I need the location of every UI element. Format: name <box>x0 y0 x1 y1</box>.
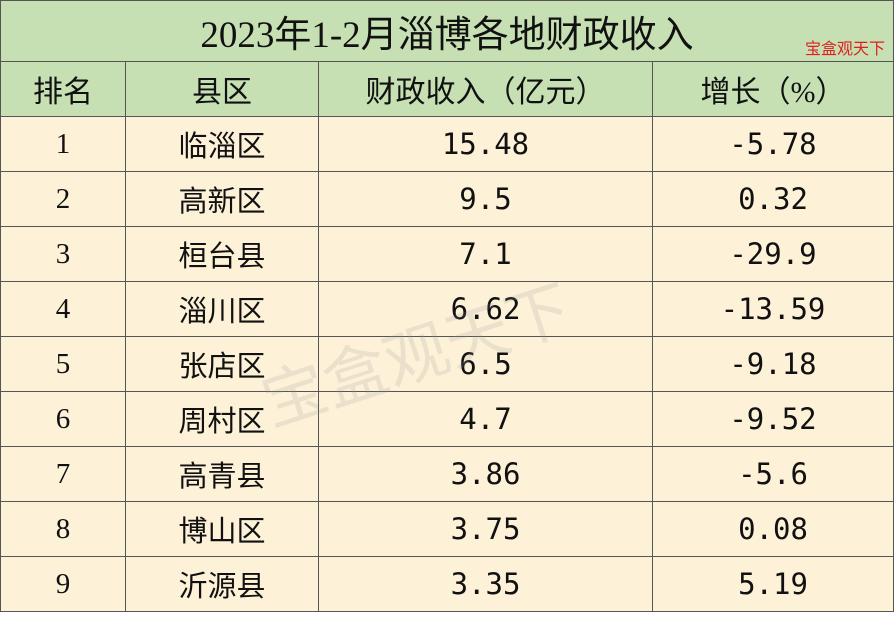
table-row: 5 张店区 6.5 -9.18 <box>0 336 894 392</box>
title: 2023年1-2月淄博各地财政收入 <box>200 15 694 56</box>
table-cell: 周村区 <box>125 391 319 447</box>
title-row: 2023年1-2月淄博各地财政收入 宝盒观天下 <box>0 0 894 62</box>
title-cell: 2023年1-2月淄博各地财政收入 宝盒观天下 <box>0 0 894 62</box>
table-cell: -13.59 <box>651 281 894 337</box>
table-row: 3 桓台县 7.1 -29.9 <box>0 226 894 282</box>
table-cell: 8 <box>0 501 126 557</box>
table-cell: 张店区 <box>125 336 319 392</box>
table-row: 9 沂源县 3.35 5.19 <box>0 556 894 612</box>
table-cell: 3.35 <box>318 556 653 612</box>
table-cell: 沂源县 <box>125 556 319 612</box>
table-row: 4 淄川区 6.62 -13.59 <box>0 281 894 337</box>
table-cell: 7 <box>0 446 126 502</box>
table-cell: 高新区 <box>125 171 319 227</box>
table-cell: 3.75 <box>318 501 653 557</box>
table-cell: -29.9 <box>651 226 894 282</box>
table-cell: -5.78 <box>651 116 894 172</box>
column-header: 增长（%） <box>651 61 894 117</box>
table-cell: 1 <box>0 116 126 172</box>
source-tag: 宝盒观天下 <box>805 41 886 58</box>
table-cell: 4 <box>0 281 126 337</box>
table-cell: 博山区 <box>125 501 319 557</box>
table-cell: -5.6 <box>651 446 894 502</box>
table-cell: -9.18 <box>651 336 894 392</box>
table-cell: 桓台县 <box>125 226 319 282</box>
column-header: 排名 <box>0 61 126 117</box>
table-cell: 6.5 <box>318 336 653 392</box>
table-cell: 5 <box>0 336 126 392</box>
table-cell: 9 <box>0 556 126 612</box>
table-cell: 4.7 <box>318 391 653 447</box>
table-cell: 5.19 <box>651 556 894 612</box>
header-row: 排名 县区 财政收入（亿元） 增长（%） <box>0 61 894 117</box>
table-row: 1 临淄区 15.48 -5.78 <box>0 116 894 172</box>
table-row: 6 周村区 4.7 -9.52 <box>0 391 894 447</box>
table-cell: 6.62 <box>318 281 653 337</box>
table-cell: 0.08 <box>651 501 894 557</box>
column-header: 财政收入（亿元） <box>318 61 653 117</box>
table-cell: 高青县 <box>125 446 319 502</box>
table-cell: 3 <box>0 226 126 282</box>
table-row: 2 高新区 9.5 0.32 <box>0 171 894 227</box>
table-cell: 临淄区 <box>125 116 319 172</box>
table-cell: -9.52 <box>651 391 894 447</box>
table-cell: 3.86 <box>318 446 653 502</box>
table-cell: 2 <box>0 171 126 227</box>
table-row: 8 博山区 3.75 0.08 <box>0 501 894 557</box>
table-cell: 7.1 <box>318 226 653 282</box>
column-header: 县区 <box>125 61 319 117</box>
table-cell: 6 <box>0 391 126 447</box>
table-cell: 淄川区 <box>125 281 319 337</box>
table-cell: 15.48 <box>318 116 653 172</box>
table-cell: 0.32 <box>651 171 894 227</box>
table-row: 7 高青县 3.86 -5.6 <box>0 446 894 502</box>
table-cell: 9.5 <box>318 171 653 227</box>
